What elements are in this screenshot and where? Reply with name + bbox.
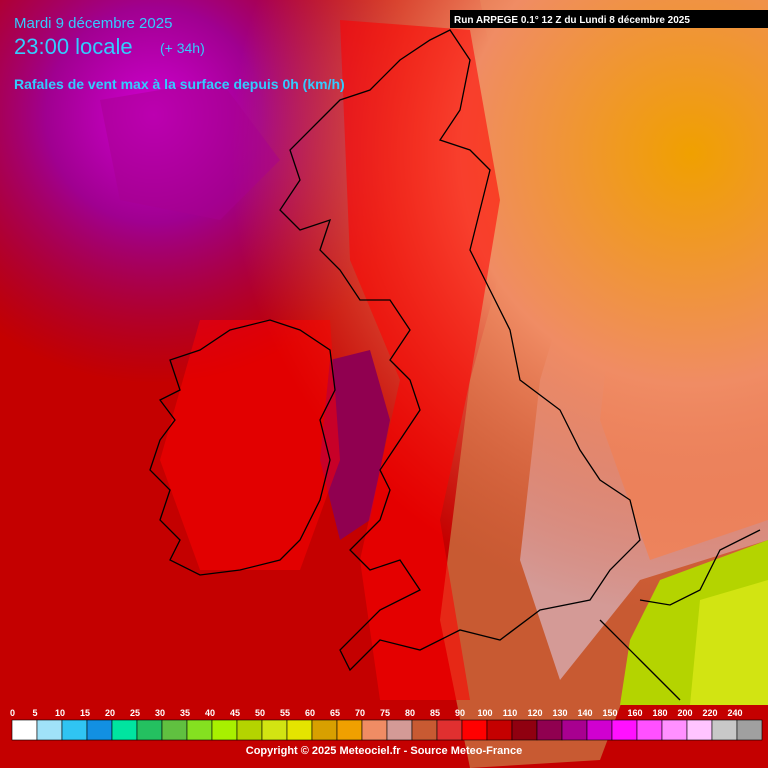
forecast-date: Mardi 9 décembre 2025 [14, 15, 172, 32]
scale-label: 130 [552, 708, 567, 718]
scale-swatch [261, 719, 288, 741]
scale-label: 75 [380, 708, 390, 718]
scale-label: 110 [503, 708, 518, 718]
scale-label: 55 [280, 708, 290, 718]
forecast-time: 23:00 locale [14, 34, 133, 59]
scale-label: 30 [155, 708, 165, 718]
scale-label: 20 [105, 708, 115, 718]
run-banner [450, 10, 768, 28]
scale-label: 25 [130, 708, 140, 718]
scale-label: 120 [527, 708, 542, 718]
scale-label: 90 [455, 708, 465, 718]
scale-label: 60 [305, 708, 315, 718]
scale-swatch [611, 719, 638, 741]
scale-swatch [11, 719, 38, 741]
scale-label: 85 [430, 708, 440, 718]
copyright: Copyright © 2025 Meteociel.fr - Source M… [246, 745, 522, 757]
scale-swatch [61, 719, 88, 741]
scale-swatch [436, 719, 463, 741]
scale-swatch [636, 719, 663, 741]
color-scale: 0 5 10 15 20 25 30 35 40 45 50 55 60 65 70 75 80 85 90 100 1… [10, 708, 763, 741]
scale-label: 150 [602, 708, 617, 718]
scale-label: 40 [205, 708, 215, 718]
scale-label: 160 [627, 708, 642, 718]
scale-swatch [361, 719, 388, 741]
scale-swatch [711, 719, 738, 741]
scale-label: 5 [32, 708, 37, 718]
scale-label: 65 [330, 708, 340, 718]
scale-label: 180 [652, 708, 667, 718]
scale-label: 140 [577, 708, 592, 718]
scale-swatch [736, 719, 763, 741]
scale-swatch [461, 719, 488, 741]
scale-swatch [36, 719, 63, 741]
scale-swatch [86, 719, 113, 741]
scale-swatch [311, 719, 338, 741]
scale-swatch [111, 719, 138, 741]
scale-swatch [211, 719, 238, 741]
scale-swatch [386, 719, 413, 741]
scale-swatch [236, 719, 263, 741]
scale-label: 50 [255, 708, 265, 718]
scale-swatch [686, 719, 713, 741]
scale-swatch [186, 719, 213, 741]
scale-label: 200 [677, 708, 692, 718]
scale-label: 240 [727, 708, 742, 718]
field-title: Rafales de vent max à la surface depuis … [14, 76, 345, 92]
scale-label: 100 [477, 708, 492, 718]
lead-time: (+ 34h) [160, 40, 205, 56]
run-info: Run ARPEGE 0.1° 12 Z du Lundi 8 décembre… [454, 15, 690, 26]
scale-swatch [561, 719, 588, 741]
scale-swatch [136, 719, 163, 741]
scale-swatch [486, 719, 513, 741]
scale-label: 35 [180, 708, 190, 718]
scale-swatch [661, 719, 688, 741]
scale-label: 45 [230, 708, 240, 718]
scale-label: 10 [55, 708, 65, 718]
scale-label: 15 [80, 708, 90, 718]
scale-swatch [161, 719, 188, 741]
scale-label: 80 [405, 708, 415, 718]
scale-swatch [536, 719, 563, 741]
scale-label: 220 [702, 708, 717, 718]
scale-swatch [286, 719, 313, 741]
scale-swatch [511, 719, 538, 741]
coastlines [149, 29, 761, 701]
scale-label: 0 [10, 708, 15, 718]
scale-swatch [336, 719, 363, 741]
scale-label: 70 [355, 708, 365, 718]
scale-swatch [586, 719, 613, 741]
scale-swatch [411, 719, 438, 741]
